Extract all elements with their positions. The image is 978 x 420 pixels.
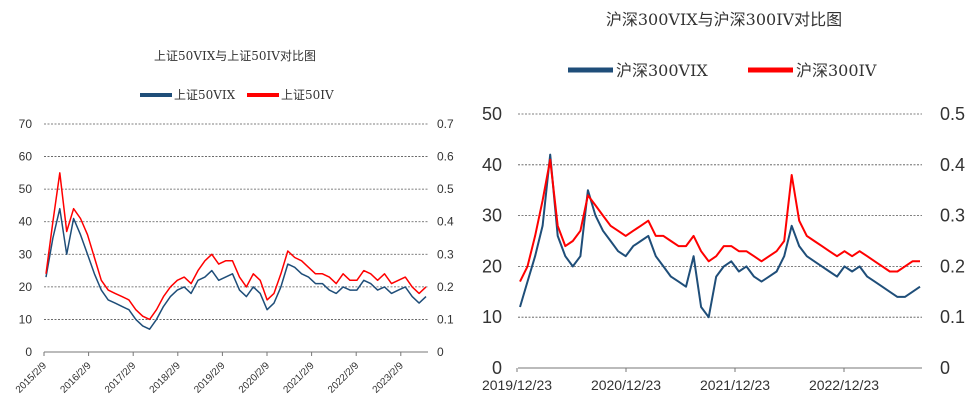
left-series-iv-line (45, 172, 427, 321)
left-y-right-tick: 0.6 (437, 150, 454, 164)
left-x-tick: 2019/2/9 (192, 360, 228, 396)
right-y-right-tick: 0 (940, 358, 950, 378)
left-x-tick: 2016/2/9 (58, 360, 94, 396)
left-y-right-tick: 0.5 (437, 182, 454, 196)
left-y-right-tick: 0.7 (437, 117, 454, 131)
right-legend-label-iv: 沪深300IV (796, 61, 877, 80)
right-y-right-tick: 0.2 (940, 256, 965, 276)
left-y-right-tick: 0.4 (437, 215, 454, 229)
right-x-tick: 2021/12/23 (700, 377, 770, 393)
left-x-tick: 2020/2/9 (237, 360, 273, 396)
left-y-right-tick: 0.2 (437, 280, 454, 294)
right-y-left-tick: 40 (482, 155, 502, 175)
left-series-vix-line (45, 207, 427, 330)
right-y-right-tick: 0.1 (940, 307, 965, 327)
left-x-tick: 2022/2/9 (326, 360, 362, 396)
right-y-right-tick: 0.4 (940, 155, 965, 175)
left-y-right-tick: 0 (437, 345, 444, 359)
right-x-tick: 2022/12/23 (809, 377, 879, 393)
right-x-tick: 2020/12/23 (591, 377, 661, 393)
right-y-right-tick: 0.3 (940, 206, 965, 226)
right-y-left-tick: 30 (482, 206, 502, 226)
right-plot-area: 0 10 20 30 40 50 0 0.1 0.2 0.3 0.4 0.5 2019/12/23 202… (482, 104, 965, 393)
right-series-iv-line (519, 158, 920, 283)
left-y-left-tick: 0 (25, 345, 32, 359)
right-legend-label-vix: 沪深300VIX (616, 61, 708, 80)
left-y-left-tick: 30 (19, 247, 33, 261)
left-chart-title: 上证50VIX与上证50IV对比图 (154, 49, 316, 63)
right-series-vix-line (519, 153, 921, 319)
right-y-right-tick: 0.5 (940, 104, 965, 124)
left-legend-label-iv: 上证50IV (281, 88, 334, 102)
left-y-left-tick: 70 (19, 117, 33, 131)
right-y-left-tick: 10 (482, 307, 502, 327)
left-legend-label-vix: 上证50VIX (174, 88, 236, 102)
right-y-left-tick: 50 (482, 104, 502, 124)
left-x-tick: 2018/2/9 (148, 360, 184, 396)
left-x-tick: 2017/2/9 (103, 360, 139, 396)
left-x-tick: 2021/2/9 (281, 360, 317, 396)
right-x-tick: 2019/12/23 (482, 377, 552, 393)
left-x-tick: 2023/2/9 (371, 360, 407, 396)
left-x-tick: 2015/2/9 (14, 360, 50, 396)
left-y-left-tick: 10 (19, 312, 33, 326)
left-plot-area: 0 10 20 30 40 50 60 70 0 0.1 0.2 0.3 0.4 0.5 0.6 0.7 201… (14, 117, 454, 396)
left-y-left-tick: 50 (19, 182, 33, 196)
left-y-left-tick: 40 (19, 215, 33, 229)
right-chart-title: 沪深300VIX与沪深300IV对比图 (606, 10, 842, 29)
right-y-left-tick: 20 (482, 256, 502, 276)
left-y-right-tick: 0.3 (437, 247, 454, 261)
left-y-left-tick: 60 (19, 150, 33, 164)
left-y-left-tick: 20 (19, 280, 33, 294)
left-y-right-tick: 0.1 (437, 312, 454, 326)
right-y-left-tick: 0 (492, 358, 502, 378)
